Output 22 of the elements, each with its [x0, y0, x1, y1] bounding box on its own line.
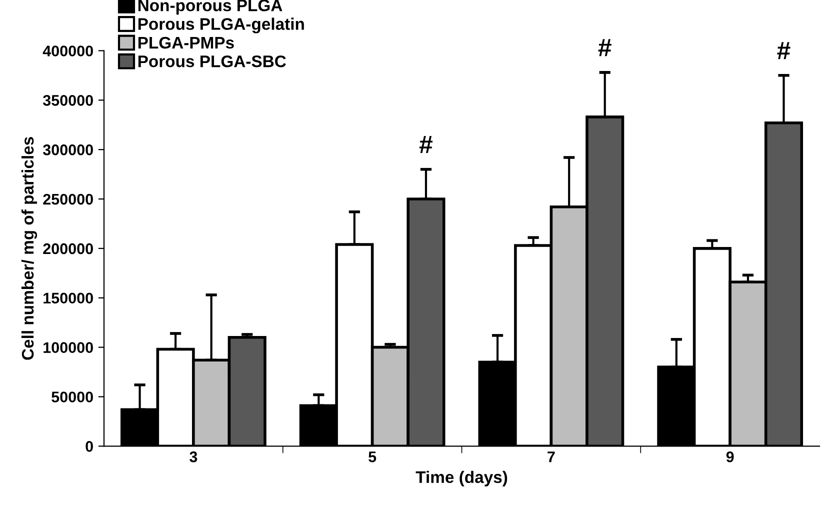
- legend-label: Porous PLGA-SBC: [138, 55, 286, 68]
- y-axis-title: Cell number/ mg of particles: [21, 137, 38, 360]
- annotation: #: [598, 39, 612, 56]
- annotation: #: [419, 136, 433, 154]
- y-tick-label: 0: [86, 441, 93, 452]
- y-tick-label: 300000: [42, 144, 93, 156]
- x-tick-label: 9: [726, 451, 734, 462]
- y-tick-label: 150000: [44, 292, 93, 304]
- y-tick-label: 200000: [43, 243, 93, 254]
- y-tick-label: 350000: [42, 95, 93, 106]
- y-tick-label: 50000: [52, 392, 93, 402]
- x-tick-label: 5: [368, 452, 376, 462]
- x-axis-title: Time (days): [416, 470, 508, 486]
- y-tick-label: 250000: [43, 194, 93, 205]
- legend-label: Porous PLGA-gelatin: [138, 18, 304, 34]
- x-tick-label: 7: [548, 452, 555, 462]
- legend-label: Non-porous PLGA: [138, 0, 282, 15]
- x-tick-label: 3: [190, 451, 198, 462]
- legend-label: PLGA-PMPs: [138, 36, 234, 49]
- y-tick-label: 400000: [42, 46, 93, 56]
- y-tick-label: 100000: [44, 342, 93, 353]
- annotation: #: [777, 42, 790, 60]
